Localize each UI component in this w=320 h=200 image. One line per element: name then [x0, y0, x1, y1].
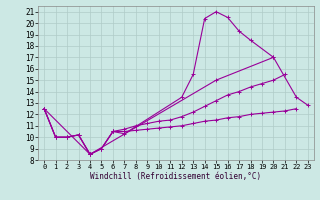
X-axis label: Windchill (Refroidissement éolien,°C): Windchill (Refroidissement éolien,°C) [91, 172, 261, 181]
